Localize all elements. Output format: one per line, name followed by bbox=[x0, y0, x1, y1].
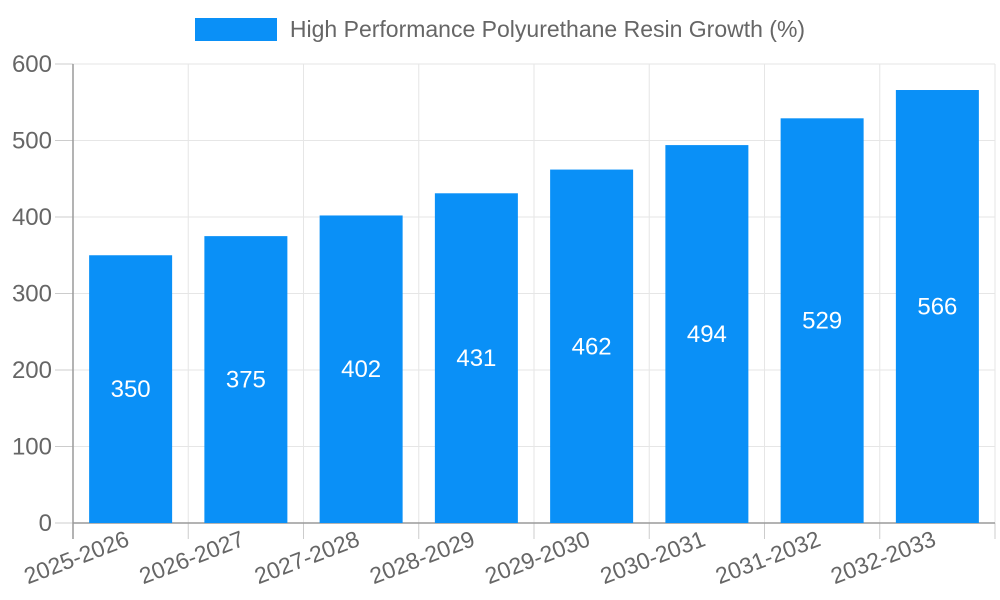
bar bbox=[550, 169, 634, 523]
bar-value-label: 375 bbox=[226, 367, 266, 394]
bar-value-label: 566 bbox=[917, 294, 957, 321]
x-tick-label: 2028-2029 bbox=[366, 525, 478, 589]
bar bbox=[895, 90, 979, 523]
bar-value-label: 350 bbox=[111, 376, 151, 403]
x-tick-label: 2027-2028 bbox=[251, 525, 363, 589]
bar bbox=[204, 236, 288, 523]
bar bbox=[780, 118, 864, 523]
legend-swatch bbox=[194, 18, 277, 41]
bar-value-label: 402 bbox=[341, 356, 381, 383]
x-tick-label: 2031-2032 bbox=[712, 525, 824, 589]
y-tick-label: 0 bbox=[39, 510, 52, 537]
bar bbox=[89, 255, 173, 523]
bar-value-label: 494 bbox=[687, 321, 727, 348]
y-tick-label: 600 bbox=[12, 51, 52, 78]
y-tick-label: 100 bbox=[12, 434, 52, 461]
bar-value-label: 462 bbox=[572, 333, 612, 360]
bar bbox=[434, 193, 518, 523]
x-tick-label: 2032-2033 bbox=[827, 525, 939, 589]
x-tick-label: 2029-2030 bbox=[481, 525, 593, 589]
bar bbox=[319, 215, 403, 523]
y-tick-label: 500 bbox=[12, 128, 52, 155]
x-tick-label: 2025-2026 bbox=[20, 525, 132, 589]
bar-value-label: 431 bbox=[456, 345, 496, 372]
bar bbox=[665, 145, 749, 523]
chart-legend: High Performance Polyurethane Resin Grow… bbox=[0, 18, 1000, 41]
bar-value-label: 529 bbox=[802, 308, 842, 335]
x-tick-label: 2030-2031 bbox=[597, 525, 709, 589]
y-tick-label: 200 bbox=[12, 357, 52, 384]
legend-label: High Performance Polyurethane Resin Grow… bbox=[289, 16, 806, 42]
x-tick-label: 2026-2027 bbox=[136, 525, 248, 589]
y-tick-label: 400 bbox=[12, 204, 52, 231]
y-tick-label: 300 bbox=[12, 281, 52, 308]
